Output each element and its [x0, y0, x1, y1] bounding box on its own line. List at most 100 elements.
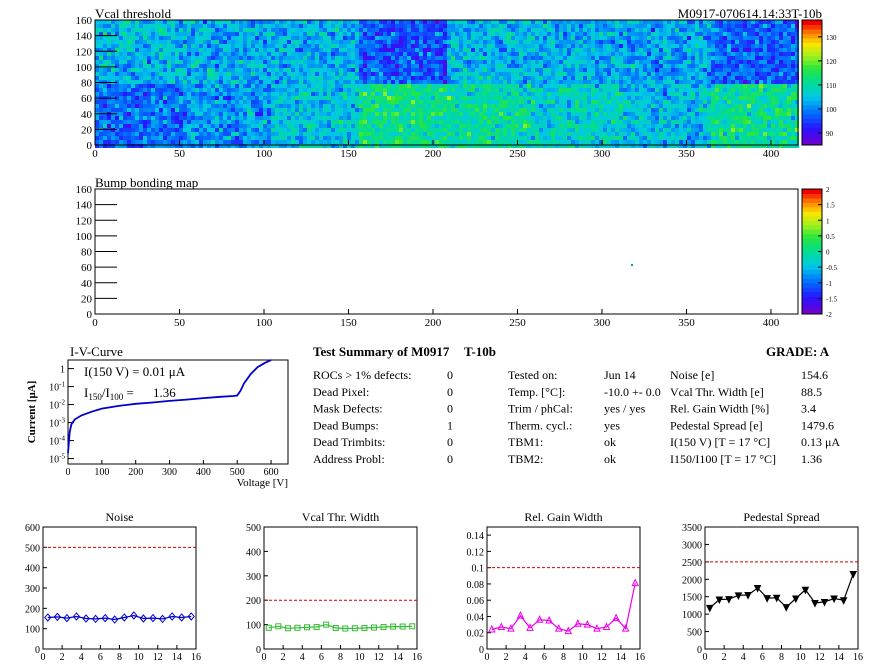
heatmap-cell — [403, 28, 407, 32]
heatmap-cell — [715, 112, 719, 116]
heatmap-cell — [487, 32, 491, 36]
heatmap-cell — [351, 80, 355, 84]
heatmap-cell — [359, 48, 363, 52]
heatmap-cell — [207, 92, 211, 96]
heatmap-cell — [295, 88, 299, 92]
heatmap-cell — [459, 128, 463, 132]
heatmap-cell — [359, 44, 363, 48]
heatmap-cell — [795, 72, 799, 76]
heatmap-cell — [155, 104, 159, 108]
heatmap-cell — [563, 104, 567, 108]
heatmap-cell — [447, 104, 451, 108]
heatmap-cell — [735, 52, 739, 56]
heatmap-cell — [135, 120, 139, 124]
heatmap-cell — [127, 20, 131, 24]
heatmap-cell — [399, 32, 403, 36]
heatmap-cell — [367, 56, 371, 60]
heatmap-cell — [375, 20, 379, 24]
heatmap-cell — [791, 28, 795, 32]
heatmap-cell — [727, 112, 731, 116]
heatmap-cell — [239, 52, 243, 56]
heatmap-cell — [339, 104, 343, 108]
heatmap-cell — [723, 100, 727, 104]
heatmap-cell — [655, 84, 659, 88]
heatmap-cell — [371, 124, 375, 128]
heatmap-cell — [399, 36, 403, 40]
heatmap-cell — [619, 124, 623, 128]
heatmap-cell — [351, 112, 355, 116]
heatmap-cell — [115, 120, 119, 124]
heatmap-cell — [159, 52, 163, 56]
heatmap-cell — [615, 20, 619, 24]
heatmap-cell — [419, 72, 423, 76]
heatmap-cell — [519, 104, 523, 108]
heatmap-cell — [795, 28, 799, 32]
heatmap-cell — [699, 48, 703, 52]
heatmap-cell — [371, 88, 375, 92]
heatmap-cell — [243, 44, 247, 48]
heatmap-cell — [619, 84, 623, 88]
heatmap-cell — [755, 76, 759, 80]
heatmap-cell — [239, 120, 243, 124]
heatmap-cell — [131, 28, 135, 32]
heatmap-cell — [691, 72, 695, 76]
heatmap-cell — [583, 36, 587, 40]
heatmap-cell — [763, 112, 767, 116]
heatmap-cell — [427, 56, 431, 60]
heatmap-cell — [115, 52, 119, 56]
heatmap-cell — [315, 48, 319, 52]
heatmap-cell — [443, 108, 447, 112]
heatmap-cell — [631, 108, 635, 112]
heatmap-cell — [111, 40, 115, 44]
heatmap-cell — [503, 100, 507, 104]
heatmap-cell — [627, 52, 631, 56]
heatmap-cell — [315, 24, 319, 28]
heatmap-cell — [183, 80, 187, 84]
heatmap-cell — [363, 128, 367, 132]
heatmap-cell — [739, 40, 743, 44]
heatmap-cell — [595, 60, 599, 64]
heatmap-cell — [119, 80, 123, 84]
heatmap-cell — [215, 112, 219, 116]
heatmap-cell — [683, 92, 687, 96]
heatmap-cell — [367, 108, 371, 112]
vcal-heatmap — [95, 20, 799, 148]
heatmap-cell — [315, 108, 319, 112]
heatmap-cell — [375, 48, 379, 52]
heatmap-cell — [623, 104, 627, 108]
heatmap-cell — [479, 52, 483, 56]
heatmap-cell — [283, 64, 287, 68]
heatmap-cell — [431, 24, 435, 28]
heatmap-cell — [455, 60, 459, 64]
heatmap-cell — [603, 72, 607, 76]
heatmap-cell — [559, 80, 563, 84]
heatmap-cell — [411, 64, 415, 68]
heatmap-cell — [623, 60, 627, 64]
heatmap-cell — [599, 64, 603, 68]
heatmap-cell — [171, 104, 175, 108]
heatmap-cell — [527, 20, 531, 24]
heatmap-cell — [779, 84, 783, 88]
heatmap-cell — [423, 20, 427, 24]
heatmap-cell — [191, 72, 195, 76]
heatmap-cell — [531, 80, 535, 84]
heatmap-cell — [111, 76, 115, 80]
heatmap-cell — [599, 92, 603, 96]
heatmap-cell — [783, 84, 787, 88]
heatmap-cell — [659, 24, 663, 28]
heatmap-cell — [443, 68, 447, 72]
heatmap-cell — [351, 128, 355, 132]
heatmap-cell — [591, 60, 595, 64]
heatmap-cell — [359, 116, 363, 120]
heatmap-cell — [687, 80, 691, 84]
heatmap-cell — [559, 112, 563, 116]
heatmap-cell — [183, 68, 187, 72]
heatmap-cell — [463, 80, 467, 84]
heatmap-cell — [99, 56, 103, 60]
heatmap-cell — [295, 128, 299, 132]
heatmap-cell — [671, 128, 675, 132]
heatmap-cell — [755, 68, 759, 72]
heatmap-cell — [783, 92, 787, 96]
heatmap-cell — [291, 52, 295, 56]
heatmap-cell — [719, 44, 723, 48]
